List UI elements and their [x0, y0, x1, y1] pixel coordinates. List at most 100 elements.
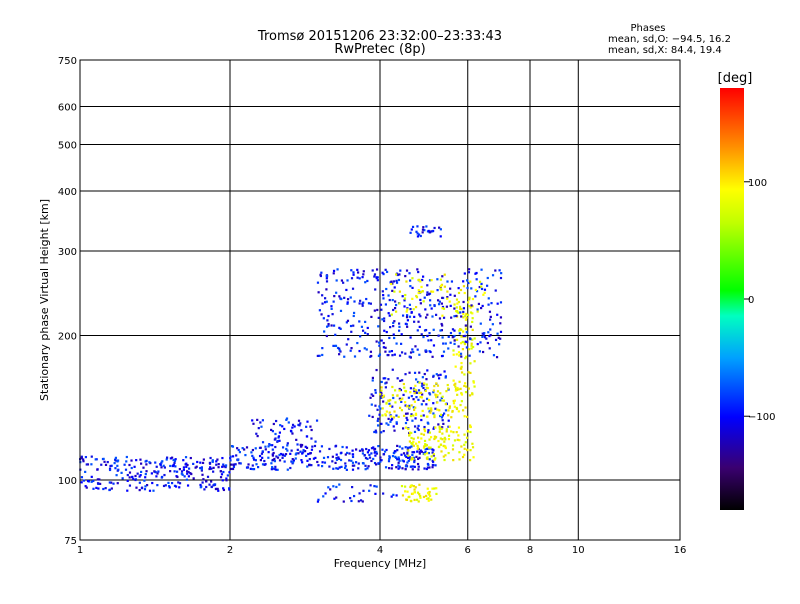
data-point: [470, 347, 473, 350]
data-point: [370, 393, 373, 396]
data-point: [180, 470, 184, 473]
data-point: [419, 391, 423, 394]
data-point: [400, 409, 404, 412]
data-point: [255, 432, 258, 435]
data-point: [443, 458, 446, 462]
data-point: [274, 445, 277, 449]
data-point: [319, 274, 322, 278]
data-point: [332, 272, 335, 275]
data-point: [387, 294, 390, 297]
data-point: [374, 404, 377, 407]
data-point: [356, 341, 359, 345]
data-point: [172, 463, 175, 466]
data-point: [285, 417, 289, 420]
data-point: [390, 313, 393, 316]
data-point: [378, 405, 381, 408]
data-point: [499, 316, 503, 319]
data-point: [150, 472, 153, 475]
data-point: [103, 460, 106, 463]
data-point: [219, 470, 222, 473]
data-point: [217, 489, 220, 492]
data-point: [124, 468, 128, 471]
data-point: [497, 336, 500, 339]
data-point: [418, 290, 421, 293]
data-point: [165, 456, 169, 459]
data-point: [454, 382, 457, 385]
data-point: [358, 320, 361, 323]
data-point: [446, 297, 449, 300]
data-point: [306, 420, 309, 423]
data-point: [410, 413, 413, 416]
data-point: [82, 460, 85, 463]
data-point: [334, 461, 337, 465]
data-point: [459, 288, 463, 292]
data-point: [169, 470, 172, 473]
data-point: [469, 337, 472, 341]
data-point: [474, 295, 477, 298]
data-point: [278, 431, 282, 434]
data-point: [385, 381, 388, 384]
data-point: [486, 276, 489, 280]
data-point: [462, 330, 465, 333]
data-point: [220, 473, 224, 476]
data-point: [434, 313, 438, 316]
data-point: [324, 297, 327, 300]
data-point: [419, 291, 423, 294]
data-point: [369, 484, 372, 487]
data-point: [438, 425, 441, 428]
data-point: [413, 315, 416, 319]
data-point: [428, 458, 431, 461]
data-point: [236, 447, 239, 450]
data-point: [407, 396, 410, 399]
data-point: [128, 484, 132, 487]
data-point: [457, 291, 461, 295]
data-point: [128, 463, 131, 467]
data-point: [425, 497, 429, 500]
data-point: [393, 389, 397, 392]
data-point: [169, 464, 172, 468]
data-point: [435, 487, 438, 490]
x-tick-label: 2: [227, 545, 233, 556]
data-point: [140, 470, 143, 474]
data-point: [463, 272, 466, 275]
data-point: [243, 448, 246, 451]
data-point: [382, 294, 385, 297]
data-point: [409, 285, 412, 288]
data-point: [358, 449, 362, 452]
data-point: [221, 456, 224, 460]
data-point: [364, 464, 367, 467]
data-point: [318, 354, 321, 357]
data-point: [403, 299, 406, 302]
data-point: [182, 468, 185, 471]
data-point: [418, 451, 421, 454]
data-point: [407, 427, 410, 431]
data-point: [413, 392, 416, 395]
data-point: [231, 455, 235, 458]
data-point: [380, 431, 383, 434]
data-point: [416, 444, 419, 448]
data-point: [446, 383, 449, 387]
data-point: [459, 311, 462, 314]
data-point: [369, 350, 373, 353]
data-point: [140, 486, 144, 490]
data-point: [440, 416, 444, 419]
data-point: [324, 492, 327, 495]
data-point: [448, 425, 451, 428]
data-point: [164, 484, 167, 487]
data-point: [418, 441, 421, 444]
data-point: [255, 463, 258, 466]
data-point: [184, 456, 188, 459]
data-point: [363, 453, 366, 457]
data-point: [459, 403, 462, 407]
data-point: [202, 478, 205, 481]
data-point: [458, 451, 461, 454]
data-point: [305, 454, 308, 458]
data-point: [394, 310, 398, 313]
data-point: [416, 491, 420, 494]
data-point: [326, 456, 330, 459]
data-point: [200, 466, 203, 469]
data-point: [319, 273, 322, 276]
data-point: [368, 456, 372, 459]
data-point: [212, 470, 215, 473]
data-point: [185, 465, 188, 468]
